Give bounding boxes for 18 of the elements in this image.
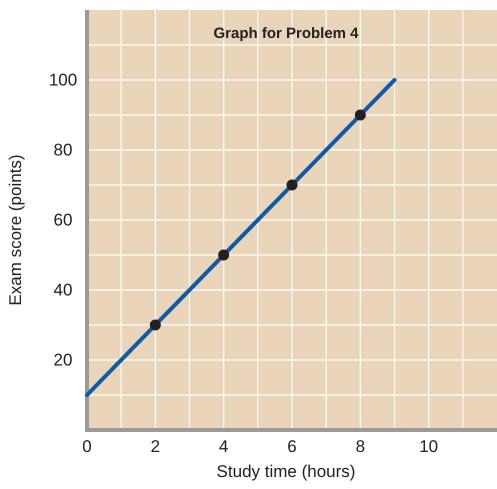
x-tick-label: 4 [218,437,228,456]
y-tick-label: 80 [54,140,72,160]
text: Graph for Problem 4 [213,25,360,42]
y-tick-label: 40 [54,280,72,300]
y-axis-title: Exam score (points) [6,154,25,306]
x-tick-label: 2 [150,437,160,456]
point [354,110,366,120]
x-tick-label: 0 [82,437,92,456]
y-tick-label: 60 [54,210,72,230]
x-tick-label: 10 [419,437,438,456]
x-tick-label: 8 [356,437,366,456]
y-tick-label: 100 [48,70,78,90]
x-tick-label: 6 [287,437,297,456]
point [218,250,230,260]
x-axis-title: Study time (hours) [216,462,356,481]
point [286,180,298,190]
point [150,320,161,330]
y-tick-label: 20 [54,350,72,370]
